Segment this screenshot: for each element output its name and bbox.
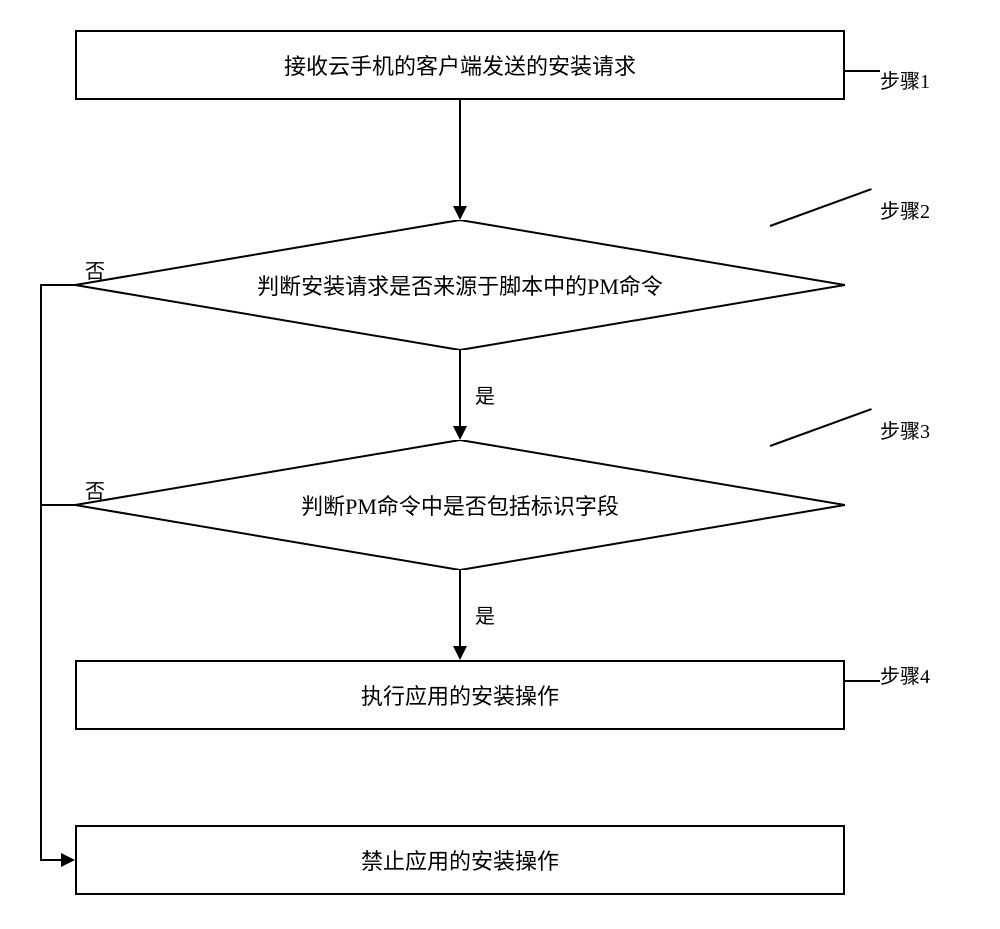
step2-no-label: 否: [85, 255, 105, 284]
step1-text: 接收云手机的客户端发送的安装请求: [284, 49, 636, 81]
step1-label: 步骤1: [880, 65, 930, 94]
step2-diamond: 判断安装请求是否来源于脚本中的PM命令: [75, 220, 845, 350]
step4-text: 执行应用的安装操作: [361, 679, 559, 711]
step4-box: 执行应用的安装操作: [75, 660, 845, 730]
step3-text: 判断PM命令中是否包括标识字段: [301, 489, 619, 521]
step5-text: 禁止应用的安装操作: [361, 844, 559, 876]
step3-diamond: 判断PM命令中是否包括标识字段: [75, 440, 845, 570]
step3-no-label: 否: [85, 475, 105, 504]
step2-label: 步骤2: [880, 195, 930, 224]
step4-label: 步骤4: [880, 660, 930, 689]
step2-text: 判断安装请求是否来源于脚本中的PM命令: [257, 269, 663, 301]
step3-yes-label: 是: [475, 600, 495, 629]
step5-box: 禁止应用的安装操作: [75, 825, 845, 895]
step3-label: 步骤3: [880, 415, 930, 444]
flowchart-canvas: 接收云手机的客户端发送的安装请求 步骤1 判断安装请求是否来源于脚本中的PM命令…: [0, 0, 1000, 929]
step1-box: 接收云手机的客户端发送的安装请求: [75, 30, 845, 100]
step2-yes-label: 是: [475, 380, 495, 409]
